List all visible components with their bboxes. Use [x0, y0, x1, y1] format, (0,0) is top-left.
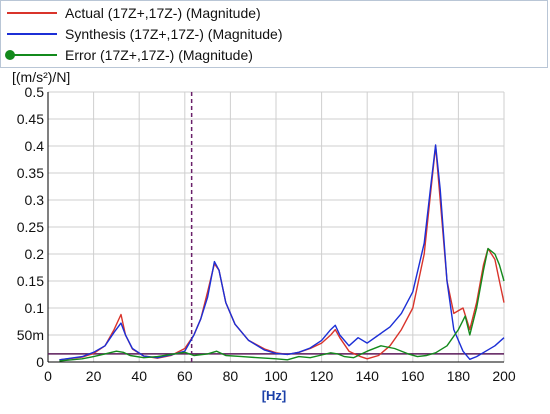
legend-swatch-actual	[5, 3, 57, 23]
y-axis-label: [(m/s²)/N]	[12, 69, 70, 85]
x-tick-label: 80	[223, 368, 239, 384]
x-tick-label: 140	[356, 368, 380, 384]
y-tick-labels: 0 50m 0.1 0.15 0.2 0.25 0.3 0.35 0.4 0.45 0.5	[17, 84, 44, 370]
x-tick-label: 20	[86, 368, 102, 384]
y-tick-label: 0.1	[25, 300, 45, 316]
y-tick-label: 0.4	[25, 138, 45, 154]
y-tick-label: 0.25	[17, 219, 44, 235]
x-tick-labels: 0 20 40 60 80 100 120 140 160 180 200	[44, 368, 516, 384]
legend-item-actual[interactable]: Actual (17Z+,17Z-) (Magnitude)	[5, 3, 261, 23]
chart-plot: 0 50m 0.1 0.15 0.2 0.25 0.3 0.35 0.4 0.45 0.5 0 20 4…	[12, 69, 516, 403]
x-tick-label: 40	[131, 368, 147, 384]
legend-swatch-error	[5, 45, 57, 65]
series-line-synthesis	[59, 144, 505, 361]
series-line-actual	[59, 145, 505, 361]
x-tick-label: 100	[264, 368, 288, 384]
y-tick-label: 0.35	[17, 165, 44, 181]
legend-label-actual: Actual (17Z+,17Z-) (Magnitude)	[65, 5, 261, 21]
y-tick-label: 0.2	[25, 246, 45, 262]
chart-series	[59, 144, 505, 362]
chart-legend: Actual (17Z+,17Z-) (Magnitude) Synthesis…	[0, 0, 548, 68]
y-tick-label: 0.5	[25, 84, 45, 100]
x-axis-label: [Hz]	[262, 388, 287, 403]
x-tick-label: 0	[44, 368, 52, 384]
legend-label-synthesis: Synthesis (17Z+,17Z-) (Magnitude)	[65, 26, 283, 42]
legend-label-error: Error (17Z+,17Z-) (Magnitude)	[65, 47, 253, 63]
series-line-error	[59, 247, 505, 362]
x-tick-label: 120	[310, 368, 334, 384]
x-tick-label: 180	[447, 368, 471, 384]
legend-item-synthesis[interactable]: Synthesis (17Z+,17Z-) (Magnitude)	[5, 24, 282, 44]
x-tick-label: 200	[492, 368, 516, 384]
y-tick-label: 0.45	[17, 111, 44, 127]
x-tick-label: 60	[177, 368, 193, 384]
y-tick-label: 0.3	[25, 192, 45, 208]
legend-item-error[interactable]: Error (17Z+,17Z-) (Magnitude)	[5, 45, 253, 65]
x-tick-label: 160	[401, 368, 425, 384]
legend-swatch-synthesis	[5, 24, 57, 44]
y-tick-label: 50m	[17, 327, 44, 343]
y-tick-label: 0	[36, 354, 44, 370]
chart-grid	[47, 91, 505, 363]
y-tick-label: 0.15	[17, 273, 44, 289]
